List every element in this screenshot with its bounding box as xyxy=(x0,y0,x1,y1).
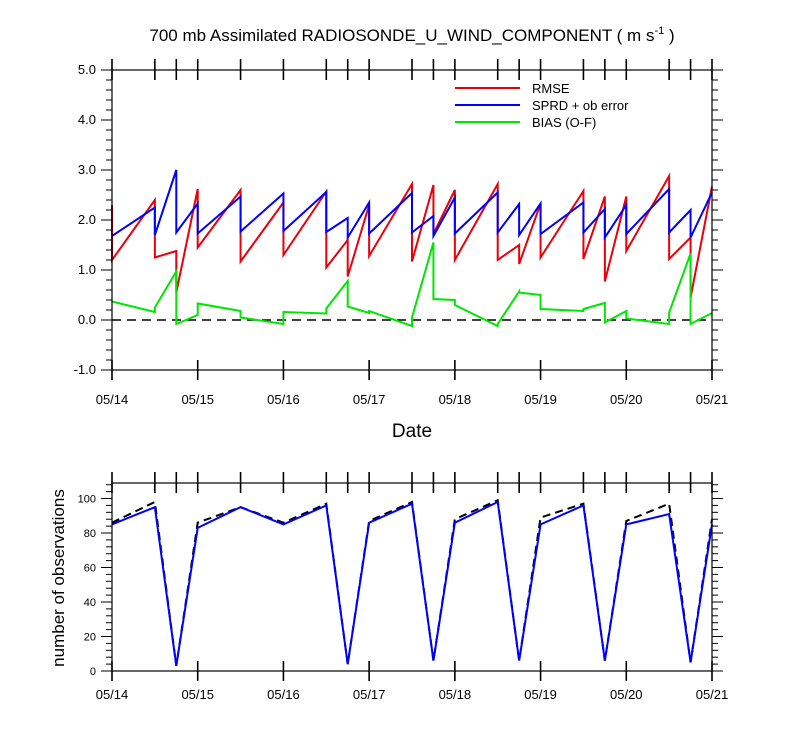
top-y-tick-label: -1.0 xyxy=(74,362,96,377)
legend-label: BIAS (O-F) xyxy=(532,115,596,130)
bottom-x-tick-label: 05/16 xyxy=(267,687,300,702)
top-x-tick-label: 05/18 xyxy=(439,392,472,407)
bottom-x-tick-label: 05/21 xyxy=(696,687,729,702)
bottom-y-tick-label: 80 xyxy=(84,528,96,540)
top-y-tick-label: 3.0 xyxy=(78,162,96,177)
top-y-tick-label: 5.0 xyxy=(78,62,96,77)
chart-title-close: ) xyxy=(664,26,674,45)
chart-title-text: 700 mb Assimilated RADIOSONDE_U_WIND_COM… xyxy=(149,26,654,45)
top-x-tick-label: 05/21 xyxy=(696,392,729,407)
chart-title: 700 mb Assimilated RADIOSONDE_U_WIND_COM… xyxy=(149,25,674,45)
top-series-sprd-ob-error xyxy=(111,169,713,242)
y-axis-label: number of observations xyxy=(49,489,68,667)
bottom-frame xyxy=(111,482,713,672)
bottom-x-tick-label: 05/20 xyxy=(610,687,643,702)
top-plot-data xyxy=(111,169,713,328)
legend: RMSE SPRD + ob error BIAS (O-F) xyxy=(455,81,629,130)
top-x-tick-label: 05/14 xyxy=(96,392,129,407)
bottom-series-observations-used xyxy=(111,500,713,666)
top-x-tick-label: 05/17 xyxy=(353,392,386,407)
top-y-tick-label: 0.0 xyxy=(78,312,96,327)
bottom-x-tick-label: 05/17 xyxy=(353,687,386,702)
x-axis-label: Date xyxy=(392,421,432,442)
top-y-tick-label: 2.0 xyxy=(78,212,96,227)
bottom-y-tick-label: 0 xyxy=(90,666,96,678)
chart-title-exponent: -1 xyxy=(654,25,664,37)
bottom-plot-data xyxy=(111,498,713,666)
bottom-x-tick-label: 05/18 xyxy=(439,687,472,702)
bottom-x-tick-label: 05/19 xyxy=(524,687,557,702)
top-x-tick-label: 05/15 xyxy=(181,392,214,407)
bottom-y-tick-label: 20 xyxy=(84,632,96,644)
top-plot-axes: -1.0 0.0 1.0 2.0 3.0 4.0 5.0 05/14 05/15 05/16 05/… xyxy=(74,59,729,407)
legend-label: SPRD + ob error xyxy=(532,98,629,113)
bottom-x-tick-label: 05/15 xyxy=(181,687,214,702)
bottom-y-tick-label: 100 xyxy=(78,494,96,506)
top-y-tick-label: 4.0 xyxy=(78,112,96,127)
bottom-x-tick-label: 05/14 xyxy=(96,687,129,702)
bottom-y-tick-label: 40 xyxy=(84,597,96,609)
top-plot: -1.0 0.0 1.0 2.0 3.0 4.0 5.0 05/14 05/15 05/16 05/… xyxy=(74,59,729,407)
bottom-plot-axes: 0 20 40 60 80 100 05/14 05/15 05/16 05/17 05/18 05/… xyxy=(78,472,729,702)
legend-label: RMSE xyxy=(532,81,570,96)
bottom-y-tick-label: 60 xyxy=(84,563,96,575)
top-x-tick-label: 05/20 xyxy=(610,392,643,407)
top-series-bias-o-f xyxy=(111,242,713,328)
top-y-tick-label: 1.0 xyxy=(78,262,96,277)
top-x-tick-label: 05/19 xyxy=(524,392,557,407)
top-x-tick-label: 05/16 xyxy=(267,392,300,407)
bottom-plot: 0 20 40 60 80 100 05/14 05/15 05/16 05/17 05/18 05/… xyxy=(78,472,729,702)
